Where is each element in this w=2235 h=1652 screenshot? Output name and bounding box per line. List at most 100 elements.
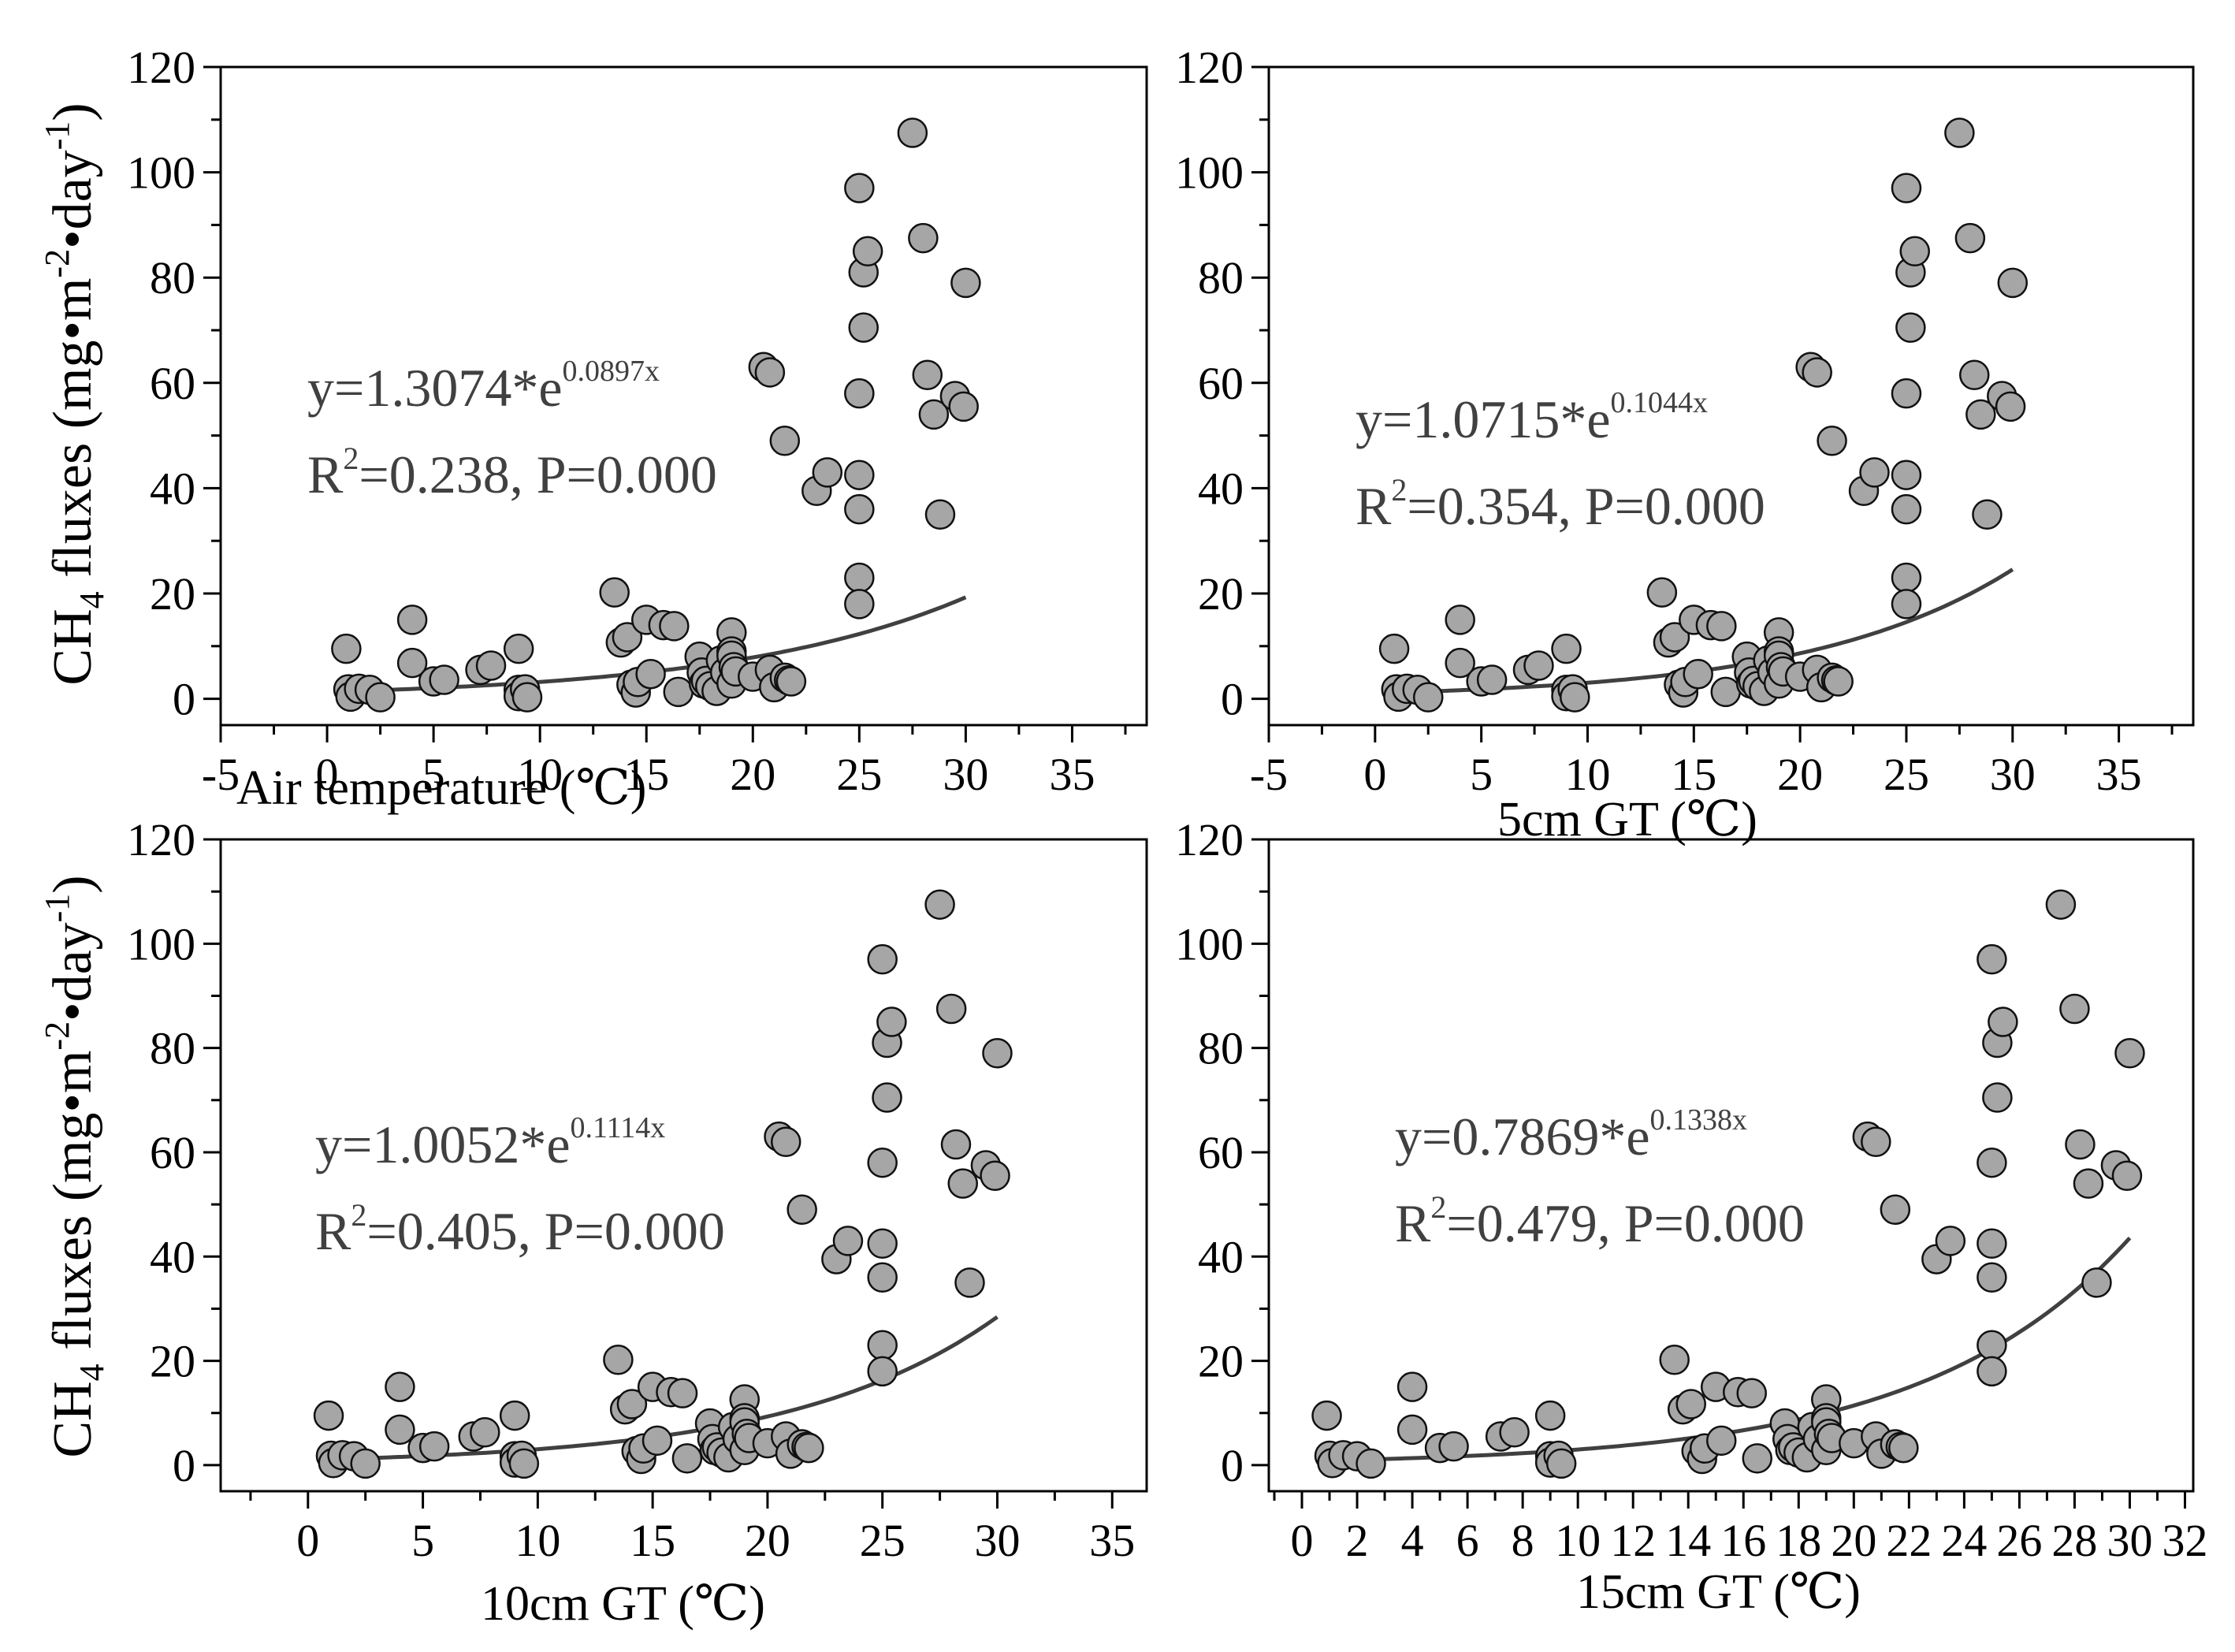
data-point — [385, 1414, 415, 1446]
data-point — [2059, 993, 2090, 1025]
data-point — [1742, 1443, 1773, 1474]
data-point — [1823, 666, 1854, 697]
data-point — [947, 1168, 978, 1199]
x-tick-label: 2 — [1346, 1515, 1369, 1566]
fit-statistics: R2=0.479, P=0.000 — [1395, 1189, 1805, 1253]
data-point — [794, 1432, 824, 1464]
x-tick-label: 12 — [1610, 1515, 1656, 1566]
data-point — [867, 1356, 898, 1387]
data-point — [1977, 1262, 2007, 1293]
data-point — [1891, 589, 1922, 620]
data-point — [1534, 1400, 1566, 1431]
data-point — [1861, 1126, 1891, 1157]
data-point — [844, 589, 875, 620]
data-point — [844, 173, 875, 203]
data-point — [475, 650, 507, 681]
data-point — [1859, 457, 1890, 488]
y-tick-label: 120 — [127, 42, 195, 93]
y-tick-label: 100 — [1175, 918, 1244, 969]
x-tick-label: 0 — [296, 1515, 319, 1566]
data-point — [787, 1194, 817, 1225]
data-point — [1551, 633, 1582, 664]
x-tick-label: -5 — [202, 749, 240, 800]
data-point — [1899, 236, 1931, 267]
x-tick-label: 25 — [860, 1515, 906, 1566]
data-point — [2045, 889, 2077, 920]
x-tick-label: 5 — [411, 1515, 434, 1566]
fit-statistics: R2=0.238, P=0.000 — [307, 441, 717, 504]
data-point — [1954, 222, 1986, 254]
x-tick-label: 35 — [1089, 1515, 1135, 1566]
plot-frame — [219, 65, 1148, 727]
data-point — [1438, 1431, 1469, 1462]
x-tick-label: 24 — [1941, 1515, 1987, 1566]
data-point — [1706, 611, 1737, 642]
fit-statistics: R2=0.354, P=0.000 — [1356, 472, 1765, 536]
x-tick-label: 30 — [2107, 1515, 2152, 1566]
x-tick-label: 4 — [1401, 1515, 1424, 1566]
y-tick-label: 80 — [150, 1023, 195, 1074]
x-axis-title: Air temperature (℃) — [236, 761, 646, 815]
data-point — [1659, 622, 1690, 653]
x-tick-label: 20 — [1777, 749, 1823, 800]
x-tick-label: 14 — [1665, 1515, 1711, 1566]
x-tick-label: 10 — [1564, 749, 1610, 800]
data-point — [832, 1226, 864, 1256]
data-point — [912, 359, 943, 391]
data-point — [948, 391, 979, 422]
y-tick-label: 120 — [127, 814, 195, 865]
data-point — [313, 1400, 344, 1431]
data-point — [1710, 676, 1742, 708]
x-tick-label: 20 — [1831, 1515, 1876, 1566]
data-point — [1891, 460, 1922, 490]
data-point — [511, 682, 543, 713]
y-tick-label: 100 — [127, 147, 195, 199]
data-point — [503, 633, 534, 664]
data-point — [876, 1006, 907, 1037]
data-point — [770, 1126, 801, 1157]
x-tick-label: 10 — [515, 1515, 560, 1566]
data-point — [1935, 1226, 1966, 1256]
data-point — [599, 577, 630, 608]
data-point — [1683, 658, 1713, 690]
x-axis-title: 10cm GT (℃) — [481, 1577, 765, 1631]
x-tick-label: 6 — [1456, 1515, 1479, 1566]
y-tick-label: 80 — [1198, 252, 1244, 303]
data-point — [2073, 1168, 2104, 1199]
y-tick-label: 40 — [1198, 1231, 1244, 1282]
data-point — [1659, 1345, 1690, 1375]
data-point — [612, 622, 643, 653]
data-point — [1895, 312, 1926, 343]
x-tick-label: 10 — [517, 749, 563, 800]
data-point — [1311, 1400, 1342, 1431]
data-point — [1891, 378, 1922, 409]
data-point — [844, 460, 875, 490]
data-point — [1476, 664, 1508, 695]
data-point — [396, 647, 428, 679]
data-point — [641, 1425, 673, 1457]
data-point — [418, 1431, 450, 1462]
data-point — [350, 1448, 381, 1479]
data-point — [1817, 426, 1847, 456]
y-tick-label: 60 — [150, 1127, 195, 1178]
data-point — [950, 267, 981, 299]
plot-frame — [1267, 65, 2195, 727]
data-point — [935, 993, 967, 1025]
data-point — [2114, 1038, 2145, 1069]
data-point — [867, 1228, 898, 1259]
data-point — [1445, 647, 1475, 679]
data-point — [429, 664, 459, 695]
data-point — [1646, 577, 1678, 608]
x-tick-label: 16 — [1720, 1515, 1766, 1566]
x-tick-label: 0 — [1363, 749, 1386, 800]
data-point — [1705, 1425, 1737, 1457]
fit-curve — [1329, 1237, 2132, 1463]
y-axis-title: CH4 fluxes (mg•m-2•day-1) — [38, 875, 111, 1457]
x-tick-label: 20 — [730, 749, 775, 800]
data-point — [385, 1371, 415, 1402]
y-tick-label: 60 — [150, 358, 195, 409]
data-point — [616, 1389, 648, 1419]
y-tick-label: 60 — [1198, 358, 1244, 409]
